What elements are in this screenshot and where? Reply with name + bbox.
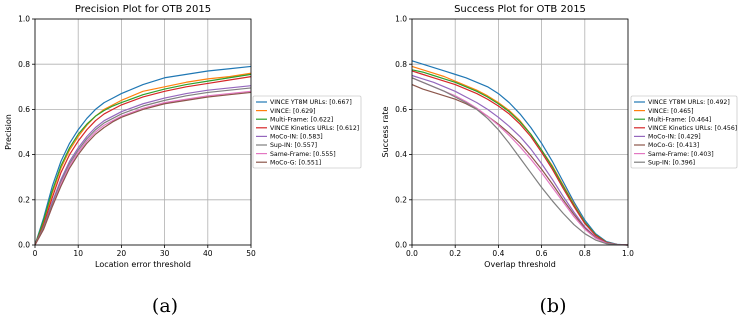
success-y-tick-label: 1.0	[395, 15, 407, 24]
precision-x-tick-label: 40	[203, 249, 213, 258]
success-x-tick-label: 1.0	[622, 249, 634, 258]
success-series-line-7	[411, 77, 629, 246]
success-x-tick-label: 0.0	[406, 249, 418, 258]
success-legend-entry-0: VINCE YT8M URLs: [0.492]	[648, 99, 730, 106]
precision-x-tick-label: 50	[246, 249, 256, 258]
precision-legend-entry-5: Sup-IN: [0.557]	[270, 142, 317, 149]
success-x-tick-label: 0.8	[579, 249, 591, 258]
precision-y-tick-label: 1.0	[18, 15, 30, 24]
success-x-tick-label: 0.2	[449, 249, 461, 258]
success-y-axis-label: Success rate	[381, 106, 390, 157]
precision-x-axis-label: Location error threshold	[95, 260, 191, 269]
success-series-line-3	[411, 70, 629, 246]
precision-chart: Precision Plot for OTB 2015 0 10 20 30 40 50 …	[4, 4, 362, 269]
precision-legend-entry-4: MoCo-IN: [0.583]	[270, 134, 323, 141]
precision-series-line-0	[34, 65, 252, 246]
success-plot-area	[412, 19, 628, 245]
success-y-tick-label: 0.0	[395, 241, 407, 250]
precision-legend-entry-6: Same-Frame: [0.555]	[270, 151, 336, 158]
precision-series-line-7	[34, 91, 252, 246]
success-legend-entry-6: Same-Frame: [0.403]	[648, 151, 714, 158]
success-y-tick-label: 0.2	[395, 195, 407, 204]
success-y-tick-label: 0.6	[395, 105, 407, 114]
success-series-line-0	[411, 60, 629, 246]
precision-y-tick-label: 0.2	[18, 195, 30, 204]
success-legend-entry-5: MoCo-G: [0.413]	[648, 142, 699, 149]
precision-y-ticks: 0.0 0.2 0.4 0.6 0.8 1.0	[18, 15, 35, 250]
precision-y-tick-label: 0.0	[18, 241, 30, 250]
success-y-ticks: 0.0 0.2 0.4 0.6 0.8 1.0	[395, 15, 412, 250]
success-chart-title: Success Plot for OTB 2015	[454, 4, 586, 15]
success-x-ticks: 0.0 0.2 0.4 0.6 0.8 1.0	[406, 245, 634, 258]
success-legend-entry-2: Multi-Frame: [0.464]	[648, 116, 711, 123]
precision-legend-box	[252, 95, 362, 169]
success-x-tick-label: 0.6	[536, 249, 548, 258]
success-legend-entry-3: VINCE Kinetics URLs: [0.456]	[648, 125, 737, 132]
precision-series-line-4	[34, 85, 252, 246]
precision-series-line-3	[34, 76, 252, 246]
precision-y-axis-label: Precision	[4, 114, 13, 150]
success-x-tick-label: 0.4	[492, 249, 504, 258]
precision-x-tick-label: 30	[160, 249, 170, 258]
precision-legend: VINCE YT8M URLs: [0.667] VINCE: [0.629]Mu…	[252, 95, 362, 169]
precision-chart-title: Precision Plot for OTB 2015	[75, 4, 211, 15]
success-x-axis-label: Overlap threshold	[484, 260, 556, 269]
precision-series-line-2	[34, 73, 252, 246]
precision-plot-frame	[34, 18, 252, 246]
precision-x-tick-label: 20	[117, 249, 127, 258]
success-legend-entry-1: VINCE: [0.465]	[648, 108, 694, 115]
precision-y-tick-label: 0.8	[18, 60, 30, 69]
caption-b: (b)	[540, 295, 567, 317]
precision-plot-area	[35, 19, 251, 245]
precision-legend-entry-3: VINCE Kinetics URLs: [0.612]	[270, 125, 359, 132]
success-legend-entry-7: Sup-IN: [0.396]	[648, 159, 695, 166]
precision-y-tick-label: 0.4	[18, 150, 30, 159]
precision-series-line-1	[34, 72, 252, 246]
precision-legend-entry-0: VINCE YT8M URLs: [0.667]	[270, 99, 352, 106]
success-series-lines	[411, 60, 629, 246]
precision-x-tick-label: 0	[33, 249, 38, 258]
precision-legend-entry-2: Multi-Frame: [0.622]	[270, 116, 333, 123]
precision-y-tick-label: 0.6	[18, 105, 30, 114]
precision-series-lines	[34, 65, 252, 246]
caption-a: (a)	[152, 295, 178, 317]
success-plot-frame	[411, 18, 629, 246]
success-y-tick-label: 0.4	[395, 150, 407, 159]
success-legend-entry-4: MoCo-IN: [0.429]	[648, 134, 701, 141]
success-chart: Success Plot for OTB 2015 0.0 0.2 0.4 0.6 0.…	[381, 4, 738, 269]
precision-legend-entry-7: MoCo-G: [0.551]	[270, 159, 321, 166]
success-legend: VINCE YT8M URLs: [0.492] VINCE: [0.465]Mu…	[630, 95, 738, 169]
success-y-tick-label: 0.8	[395, 60, 407, 69]
precision-x-ticks: 0 10 20 30 40 50	[33, 245, 256, 258]
success-series-line-5	[411, 83, 629, 246]
precision-legend-entry-1: VINCE: [0.629]	[270, 108, 316, 115]
precision-x-tick-label: 10	[73, 249, 83, 258]
success-legend-box	[630, 95, 738, 169]
precision-series-line-5	[34, 87, 252, 246]
